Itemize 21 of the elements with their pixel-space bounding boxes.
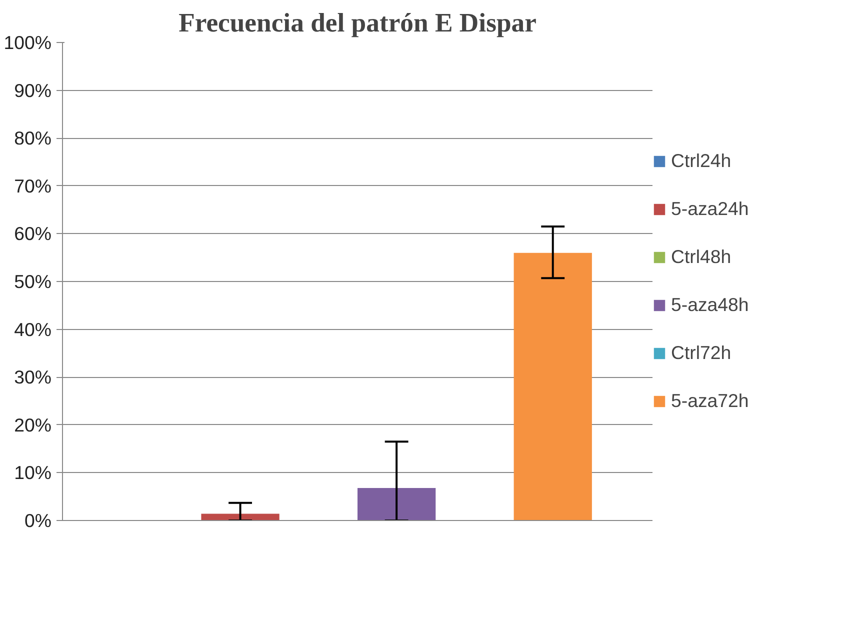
legend-label: Ctrl48h xyxy=(671,246,732,268)
y-tick-label: 90% xyxy=(14,80,52,101)
y-tick-label: 0% xyxy=(24,510,52,531)
legend-label: 5-aza48h xyxy=(671,294,749,316)
bar xyxy=(514,252,592,520)
y-tick-label: 20% xyxy=(14,414,52,436)
y-tick-label: 40% xyxy=(14,318,52,340)
y-tick-label: 10% xyxy=(14,462,52,484)
y-tick-label: 80% xyxy=(14,128,52,149)
legend-label: Ctrl72h xyxy=(671,342,732,364)
bar xyxy=(201,514,280,520)
y-tick-label: 60% xyxy=(14,223,52,244)
y-tick-label: 70% xyxy=(14,175,52,196)
bar xyxy=(358,488,436,520)
y-tick-label: 30% xyxy=(14,366,52,388)
y-tick-label: 100% xyxy=(4,32,52,53)
chart-title: Frecuencia del patrón E Dispar xyxy=(178,8,537,38)
legend-label: 5-aza24h xyxy=(671,198,749,220)
legend-label: Ctrl24h xyxy=(671,150,732,172)
legend-label: 5-aza72h xyxy=(671,390,749,412)
y-tick-label: 50% xyxy=(14,271,52,292)
